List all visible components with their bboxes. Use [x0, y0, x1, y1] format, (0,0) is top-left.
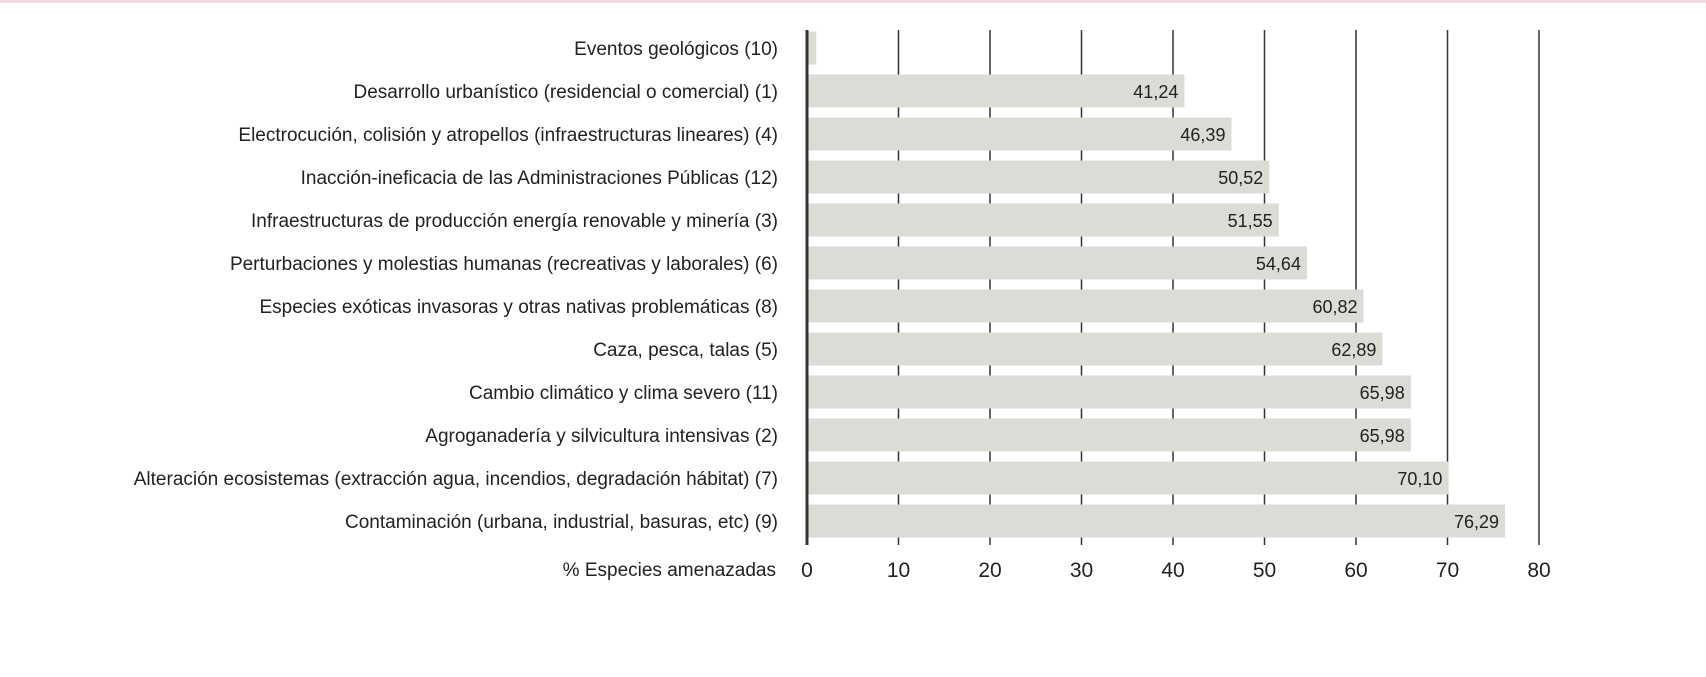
- bar-overlay: [807, 461, 1449, 495]
- value-label: 65,98: [1360, 383, 1405, 403]
- bar-overlay: [807, 117, 1232, 151]
- category-label: Agroganadería y silvicultura intensivas …: [425, 426, 778, 447]
- category-label: Cambio climático y clima severo (11): [469, 383, 778, 404]
- value-label: 76,29: [1454, 512, 1499, 532]
- x-tick-label: 10: [887, 559, 910, 582]
- value-label: 46,39: [1180, 125, 1225, 145]
- value-label: 62,89: [1331, 340, 1376, 360]
- bar-overlay: [807, 246, 1307, 280]
- bar-overlay: [807, 203, 1279, 237]
- bar-overlay: [807, 504, 1506, 538]
- x-tick-label: 70: [1436, 559, 1459, 582]
- x-tick-label: 40: [1161, 559, 1184, 582]
- value-label: 65,98: [1360, 426, 1405, 446]
- x-tick-label: 60: [1344, 559, 1367, 582]
- x-axis-label: % Especies amenazadas: [563, 560, 776, 581]
- value-label: 70,10: [1397, 469, 1442, 489]
- value-label: 60,82: [1312, 297, 1357, 317]
- category-label: Perturbaciones y molestias humanas (recr…: [230, 254, 778, 275]
- bar-overlay: [807, 31, 817, 65]
- value-label: 41,24: [1133, 82, 1178, 102]
- bar-overlay: [807, 74, 1185, 108]
- category-label: Caza, pesca, talas (5): [593, 340, 778, 361]
- category-label: Especies exóticas invasoras y otras nati…: [259, 297, 778, 318]
- x-tick-label: 30: [1070, 559, 1093, 582]
- value-label: 50,52: [1218, 168, 1263, 188]
- category-label: Desarrollo urbanístico (residencial o co…: [354, 82, 779, 103]
- value-label: 51,55: [1228, 211, 1273, 231]
- value-label: 54,64: [1256, 254, 1301, 274]
- x-tick-label: 50: [1253, 559, 1276, 582]
- x-tick-label: 80: [1527, 559, 1550, 582]
- bar-overlay: [807, 418, 1411, 452]
- x-tick-label: 20: [978, 559, 1001, 582]
- bar-overlay: [807, 332, 1383, 366]
- category-label: Eventos geológicos (10): [574, 39, 778, 60]
- bar-overlay: [807, 160, 1270, 194]
- category-label: Electrocución, colisión y atropellos (in…: [238, 125, 778, 146]
- category-label: Alteración ecosistemas (extracción agua,…: [134, 469, 778, 490]
- category-label: Contaminación (urbana, industrial, basur…: [345, 512, 778, 533]
- bar-overlay: [807, 375, 1411, 409]
- category-label: Infraestructuras de producción energía r…: [251, 211, 778, 232]
- category-label: Inacción-ineficacia de las Administracio…: [301, 168, 778, 189]
- top-border: [0, 0, 1706, 3]
- x-tick-label: 0: [801, 559, 813, 582]
- bar-overlay: [807, 289, 1364, 323]
